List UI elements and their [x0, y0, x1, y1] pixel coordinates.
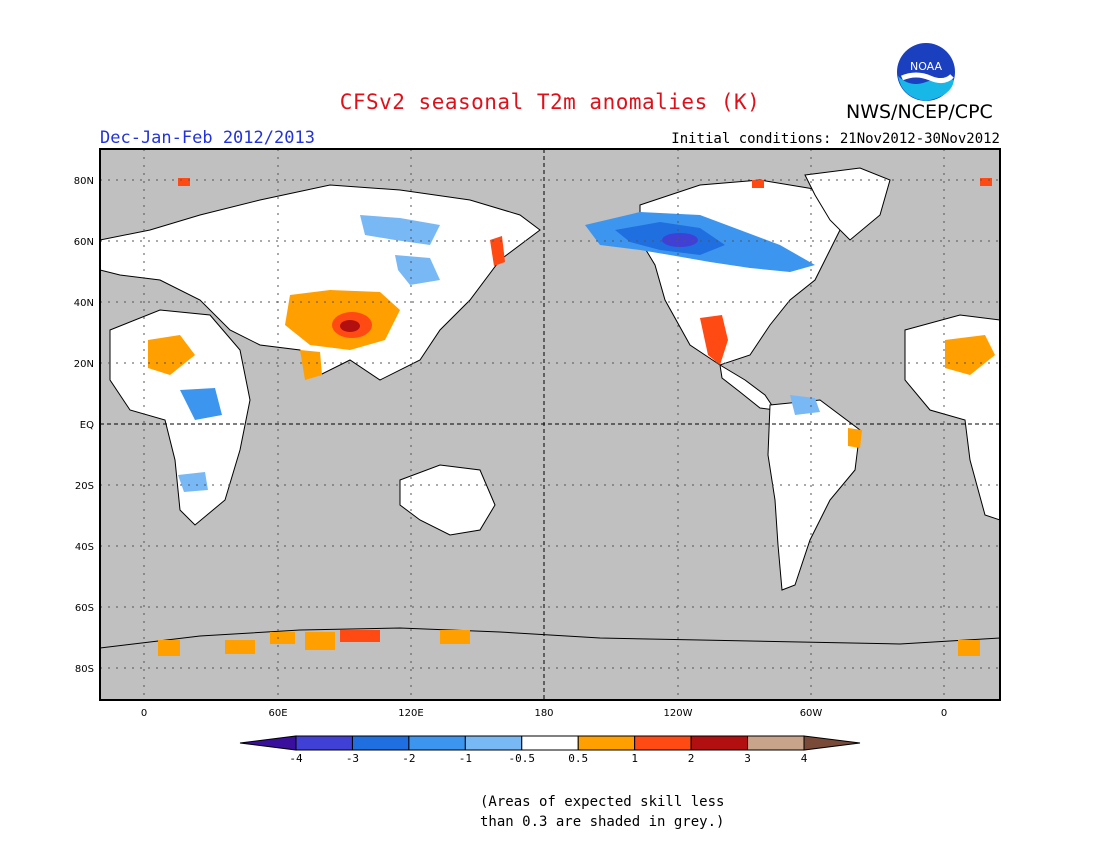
skill-note: (Areas of expected skill less than 0.3 a…: [480, 792, 724, 832]
south-america: [767, 399, 861, 591]
lon-label: 60E: [268, 708, 287, 719]
antarctic-warm-7: [958, 640, 980, 656]
lat-label: 80S: [75, 664, 94, 675]
colorbar-label: -2: [402, 752, 415, 765]
africa-cold-anomaly: [180, 388, 222, 420]
mongolia-cold-anomaly: [395, 255, 440, 285]
lon-labels: 0 60E 120E 180 120W 60W 0: [141, 708, 947, 719]
tibet-warm-center: [340, 320, 360, 332]
canada-cold-center: [662, 233, 698, 247]
lon-label: 180: [534, 708, 553, 719]
colorbar-box: [464, 735, 523, 751]
india-warm-anomaly: [300, 350, 322, 380]
lon-label: 60W: [800, 708, 823, 719]
lon-label: 120E: [398, 708, 423, 719]
mexico-warm-anomaly: [700, 315, 728, 365]
colorbar-label: 3: [744, 752, 751, 765]
lat-label: 60S: [75, 603, 94, 614]
anomaly-patches: [148, 178, 995, 656]
season-label: Dec-Jan-Feb 2012/2013: [100, 128, 315, 148]
colorbar-box: [521, 735, 579, 751]
africa: [109, 309, 251, 526]
antarctic-warm-3: [270, 632, 295, 644]
southern-africa-cold: [178, 472, 208, 492]
antarctic-warm-5: [340, 630, 380, 642]
lon-label: 120W: [664, 708, 693, 719]
central-america: [719, 364, 777, 411]
colorbar-label: 0.5: [568, 752, 588, 765]
colorbar-arrow-low: [239, 735, 297, 751]
lat-label: 60N: [74, 237, 94, 248]
colorbar-label: -4: [289, 752, 303, 765]
lat-label: 80N: [74, 176, 94, 187]
colorbar-box: [747, 735, 805, 751]
arctic-warm-3: [980, 178, 992, 186]
noaa-logo: NOAA: [896, 42, 956, 102]
colorbar-arrow-high: [803, 735, 861, 751]
svg-text:NOAA: NOAA: [910, 60, 943, 73]
antarctic-warm-2: [225, 640, 255, 654]
colorbar-box: [351, 735, 410, 751]
kamchatka-warm-anomaly: [490, 236, 505, 266]
siberia-cold-anomaly: [360, 215, 440, 245]
gridlines: [100, 149, 1000, 700]
lat-label: 20N: [74, 359, 94, 370]
lat-label: EQ: [80, 420, 94, 431]
colorbar-label: -3: [346, 752, 359, 765]
colorbar-label: 2: [688, 752, 695, 765]
antarctic-warm-1: [158, 640, 180, 656]
colorbar-box: [690, 735, 749, 751]
map-frame: [99, 148, 1001, 701]
colorbar-box: [408, 735, 466, 751]
colorbar-label: 1: [631, 752, 638, 765]
colorbar-label: 4: [801, 752, 808, 765]
sahara-warm-anomaly: [148, 335, 195, 375]
skill-note-line: (Areas of expected skill less: [480, 794, 725, 810]
colorbar-box: [295, 735, 353, 751]
lat-label: 40S: [75, 542, 94, 553]
skill-note-line: than 0.3 are shaded in grey.): [480, 814, 725, 830]
map-title: CFSv2 seasonal T2m anomalies (K): [339, 90, 761, 114]
brazil-warm-anomaly: [848, 428, 862, 448]
lon-label: 0: [941, 708, 947, 719]
arctic-warm-2: [752, 180, 764, 188]
colorbar-label: -0.5: [509, 752, 536, 765]
lon-label: 0: [141, 708, 147, 719]
antarctic-warm-6: [440, 630, 470, 644]
colorbar-label: -1: [459, 752, 472, 765]
antarctic-warm-4: [305, 632, 335, 650]
amazon-cold-anomaly: [790, 395, 820, 415]
arctic-warm-1: [178, 178, 190, 186]
initial-conditions-label: Initial conditions: 21Nov2012-30Nov2012: [671, 131, 1000, 147]
lat-label: 40N: [74, 298, 94, 309]
greenland: [804, 167, 891, 241]
colorbar-box: [634, 735, 692, 751]
noaa-logo-icon: NOAA: [897, 43, 955, 101]
lat-label: 20S: [75, 481, 94, 492]
australia: [399, 464, 496, 536]
lat-labels: 80N 60N 40N 20N EQ 20S 40S 60S 80S: [74, 176, 94, 675]
colorbar: -4 -3 -2 -1 -0.5 0.5 1 2 3 4: [239, 735, 861, 765]
agency-label: NWS/NCEP/CPC: [846, 101, 993, 123]
sahara-warm-anomaly-east: [945, 335, 995, 375]
colorbar-box: [577, 735, 636, 751]
